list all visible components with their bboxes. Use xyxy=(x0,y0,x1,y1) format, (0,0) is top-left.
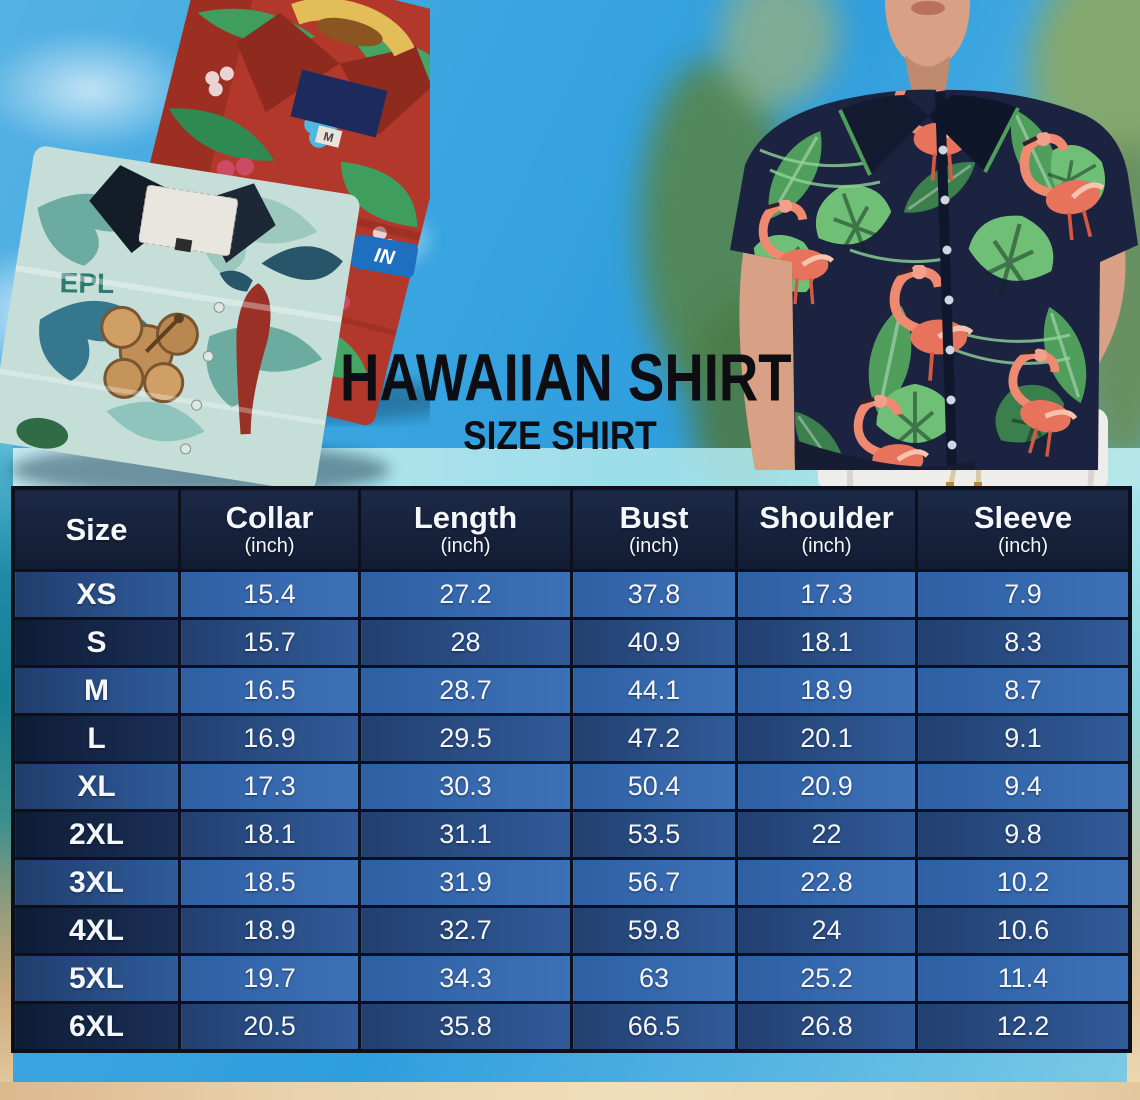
value-cell: 25.2 xyxy=(735,953,918,1004)
value-cell: 35.8 xyxy=(358,1001,573,1052)
value-cell: 44.1 xyxy=(570,665,738,716)
value-cell: 29.5 xyxy=(358,713,573,764)
value-cell: 15.7 xyxy=(178,617,361,668)
value-cell: 11.4 xyxy=(915,953,1131,1004)
value-cell: 10.6 xyxy=(915,905,1131,956)
value-cell: 18.9 xyxy=(178,905,361,956)
table-row: 5XL 19.7 34.3 63 25.2 11.4 xyxy=(12,953,1131,1004)
value-cell: 37.8 xyxy=(570,569,738,620)
size-cell: XS xyxy=(12,569,181,620)
size-table: Size Collar (inch) Length (inch) Bust (inch… xyxy=(12,487,1131,1052)
value-cell: 34.3 xyxy=(358,953,573,1004)
value-cell: 28.7 xyxy=(358,665,573,716)
value-cell: 17.3 xyxy=(735,569,918,620)
value-cell: 59.8 xyxy=(570,905,738,956)
shirt-buttons xyxy=(180,301,225,455)
value-cell: 8.7 xyxy=(915,665,1131,716)
size-cell: 4XL xyxy=(12,905,181,956)
table-row: S 15.7 28 40.9 18.1 8.3 xyxy=(12,617,1131,668)
value-cell: 56.7 xyxy=(570,857,738,908)
table-row: 6XL 20.5 35.8 66.5 26.8 12.2 xyxy=(12,1001,1131,1052)
value-cell: 32.7 xyxy=(358,905,573,956)
model-photo xyxy=(730,0,1138,492)
value-cell: 18.9 xyxy=(735,665,918,716)
value-cell: 26.8 xyxy=(735,1001,918,1052)
value-cell: 18.5 xyxy=(178,857,361,908)
value-cell: 22 xyxy=(735,809,918,860)
value-cell: 9.1 xyxy=(915,713,1131,764)
value-cell: 15.4 xyxy=(178,569,361,620)
header-length: Length (inch) xyxy=(358,487,573,572)
value-cell: 24 xyxy=(735,905,918,956)
table-row: 4XL 18.9 32.7 59.8 24 10.6 xyxy=(12,905,1131,956)
value-cell: 22.8 xyxy=(735,857,918,908)
teal-shirt-print-text: EPL xyxy=(59,267,114,299)
value-cell: 50.4 xyxy=(570,761,738,812)
value-cell: 17.3 xyxy=(178,761,361,812)
value-cell: 12.2 xyxy=(915,1001,1131,1052)
value-cell: 28 xyxy=(358,617,573,668)
red-shirt-size-tag: M xyxy=(322,129,335,145)
value-cell: 20.1 xyxy=(735,713,918,764)
folded-shirts-photo: M IN xyxy=(0,0,430,496)
table-row: XL 17.3 30.3 50.4 20.9 9.4 xyxy=(12,761,1131,812)
table-header-row: Size Collar (inch) Length (inch) Bust (inch… xyxy=(12,487,1131,572)
value-cell: 8.3 xyxy=(915,617,1131,668)
value-cell: 20.9 xyxy=(735,761,918,812)
value-cell: 16.5 xyxy=(178,665,361,716)
table-row: 2XL 18.1 31.1 53.5 22 9.8 xyxy=(12,809,1131,860)
value-cell: 18.1 xyxy=(735,617,918,668)
value-cell: 7.9 xyxy=(915,569,1131,620)
table-row: 3XL 18.5 31.9 56.7 22.8 10.2 xyxy=(12,857,1131,908)
value-cell: 27.2 xyxy=(358,569,573,620)
value-cell: 40.9 xyxy=(570,617,738,668)
value-cell: 16.9 xyxy=(178,713,361,764)
size-cell: 2XL xyxy=(12,809,181,860)
value-cell: 31.1 xyxy=(358,809,573,860)
sub-title: SIZE SHIRT xyxy=(463,414,657,458)
svg-text:IN: IN xyxy=(373,244,397,269)
value-cell: 31.9 xyxy=(358,857,573,908)
value-cell: 53.5 xyxy=(570,809,738,860)
value-cell: 18.1 xyxy=(178,809,361,860)
model-right-arm xyxy=(739,240,810,470)
size-cell: XL xyxy=(12,761,181,812)
table-row: L 16.9 29.5 47.2 20.1 9.1 xyxy=(12,713,1131,764)
right-scenery-edge xyxy=(1127,487,1140,1100)
main-title: HAWAIIAN SHIRT xyxy=(340,341,792,416)
header-shoulder: Shoulder (inch) xyxy=(735,487,918,572)
table-row: XS 15.4 27.2 37.8 17.3 7.9 xyxy=(12,569,1131,620)
teal-hawaiian-shirt: EPL xyxy=(0,146,360,491)
size-cell: 5XL xyxy=(12,953,181,1004)
left-scenery-edge xyxy=(0,430,13,1100)
header-sleeve: Sleeve (inch) xyxy=(915,487,1131,572)
size-cell: M xyxy=(12,665,181,716)
value-cell: 66.5 xyxy=(570,1001,738,1052)
size-cell: L xyxy=(12,713,181,764)
header-bust: Bust (inch) xyxy=(570,487,738,572)
title-block: HAWAIIAN SHIRT SIZE SHIRT xyxy=(310,341,810,458)
header-collar: Collar (inch) xyxy=(178,487,361,572)
model-shirt xyxy=(730,89,1138,471)
value-cell: 19.7 xyxy=(178,953,361,1004)
hibiscus-flower xyxy=(100,305,199,404)
table-row: M 16.5 28.7 44.1 18.9 8.7 xyxy=(12,665,1131,716)
value-cell: 20.5 xyxy=(178,1001,361,1052)
value-cell: 9.8 xyxy=(915,809,1131,860)
size-cell: 6XL xyxy=(12,1001,181,1052)
value-cell: 47.2 xyxy=(570,713,738,764)
size-cell: 3XL xyxy=(12,857,181,908)
header-size: Size xyxy=(12,487,181,572)
size-cell: S xyxy=(12,617,181,668)
sand-strip xyxy=(0,1082,1140,1100)
value-cell: 10.2 xyxy=(915,857,1131,908)
red-shirt-logo-patch: IN xyxy=(350,234,419,278)
value-cell: 63 xyxy=(570,953,738,1004)
value-cell: 30.3 xyxy=(358,761,573,812)
value-cell: 9.4 xyxy=(915,761,1131,812)
